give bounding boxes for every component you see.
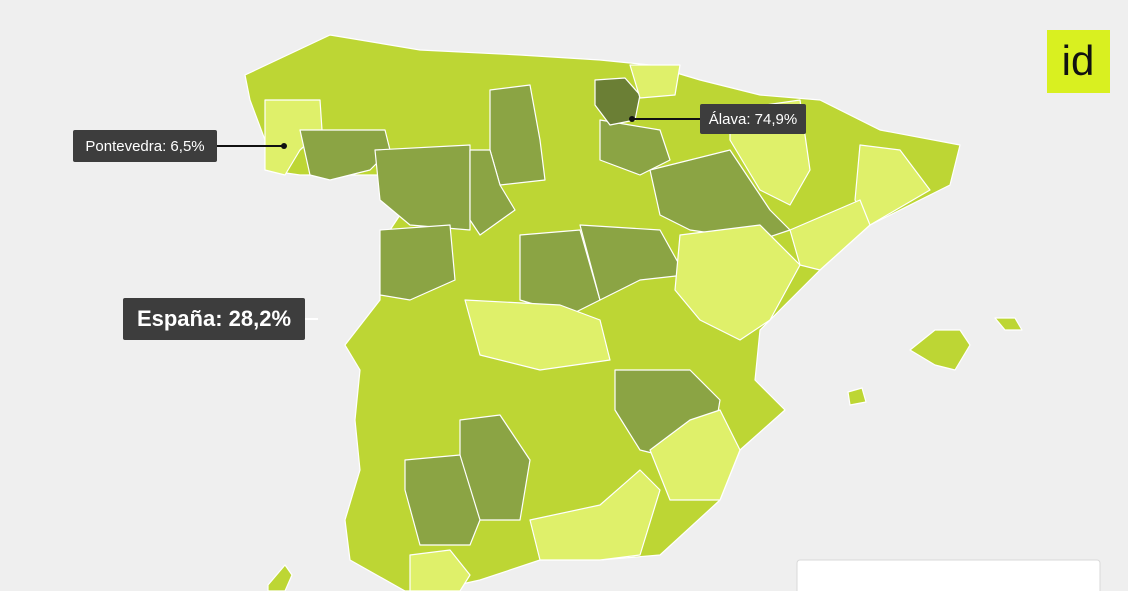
province [299, 129, 391, 181]
callout-dot [629, 116, 635, 122]
callout-box [700, 104, 806, 134]
province [854, 144, 931, 226]
province [789, 199, 871, 271]
callout-pontevedra: Pontevedra: 6,5% [73, 130, 287, 162]
callout-dot [281, 143, 287, 149]
logo-box [1047, 30, 1110, 93]
province [599, 119, 671, 176]
island [909, 329, 971, 371]
logo: id [1047, 30, 1110, 93]
province [519, 229, 601, 316]
province [649, 409, 741, 501]
province [464, 299, 611, 371]
callout-box [123, 298, 305, 340]
callout-label: Pontevedra: 6,5% [85, 138, 204, 155]
province [529, 469, 661, 561]
callout-alava: Álava: 74,9% [629, 104, 806, 134]
callout-box [73, 130, 217, 162]
island [994, 317, 1023, 331]
callout-label: Álava: 74,9% [709, 111, 797, 128]
national-label: España: 28,2% [137, 306, 291, 331]
province [379, 224, 456, 301]
island [267, 564, 293, 591]
province [674, 224, 801, 341]
island [847, 387, 867, 406]
legend-panel [796, 559, 1101, 591]
province [579, 224, 686, 301]
logo-text: id [1062, 37, 1095, 84]
province [404, 454, 481, 546]
province [469, 149, 516, 236]
national-callout: España: 28,2% [123, 298, 318, 340]
province [629, 64, 681, 99]
province [649, 149, 791, 241]
province [409, 549, 471, 591]
